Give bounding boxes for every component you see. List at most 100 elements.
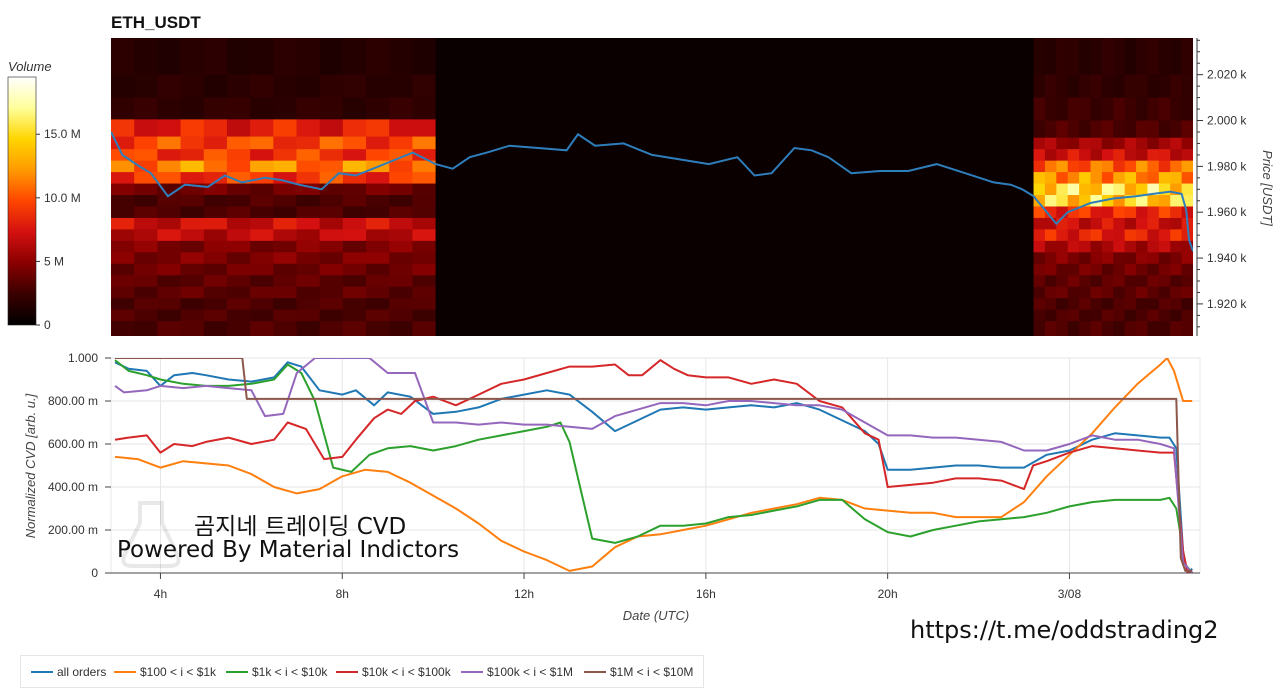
watermark-title: 곰지네 트레이딩 CVD xyxy=(194,514,407,540)
legend-item-1k-10k[interactable]: $1k < i < $10k xyxy=(226,665,327,679)
heatmap-cell xyxy=(1158,252,1171,265)
heatmap-cell xyxy=(1158,206,1171,219)
cvd-y-tick-label: 600.00 m xyxy=(48,437,98,451)
heatmap-cell xyxy=(1113,309,1126,322)
heatmap-cell xyxy=(157,119,182,138)
colorbar-tick-label: 5 M xyxy=(44,254,64,268)
heatmap-cell xyxy=(111,298,135,311)
cvd-x-axis-label: Date (UTC) xyxy=(623,608,689,623)
heatmap-cell xyxy=(319,97,344,120)
cvd-series xyxy=(114,358,1193,573)
heatmap-cell xyxy=(342,286,367,299)
heatmap-cell xyxy=(1090,309,1103,322)
heatmap-cell xyxy=(366,229,390,242)
heatmap-panel: 2.020 k 2.000 k 1.980 k 1.960 k 1.940 k 1.920… xyxy=(111,38,1275,336)
heatmap-cell xyxy=(1101,286,1114,299)
heatmap-cell xyxy=(1101,183,1114,196)
heatmap-cell xyxy=(250,217,274,230)
heatmap-cell xyxy=(1056,74,1069,99)
heatmap-cell xyxy=(1079,240,1091,253)
watermark-logo xyxy=(121,501,181,568)
heatmap-cell xyxy=(296,217,321,230)
heatmap-cell xyxy=(250,286,274,299)
heatmap-cell xyxy=(1113,206,1126,219)
heatmap-cell xyxy=(1090,298,1103,311)
heatmap-cell xyxy=(1181,229,1193,242)
heatmap-cell xyxy=(342,252,367,265)
heatmap-cell xyxy=(1181,172,1193,185)
legend-item-100-1k[interactable]: $100 < i < $1k xyxy=(114,665,216,679)
heatmap-cell xyxy=(180,38,205,76)
heatmap-cell xyxy=(134,263,158,276)
heatmap-cell xyxy=(1170,183,1183,196)
cvd-x-tick-label: 12h xyxy=(514,587,534,601)
heatmap-cell xyxy=(1101,120,1114,139)
heatmap-cell xyxy=(1079,286,1091,299)
legend-item-1m-10m[interactable]: $1M < i < $10M xyxy=(584,665,693,679)
heatmap-cell xyxy=(1113,298,1126,311)
heatmap-cell xyxy=(1044,240,1057,253)
heatmap-cell xyxy=(1044,120,1057,139)
heatmap-cell xyxy=(366,298,390,311)
heatmap-cell xyxy=(203,252,228,265)
heatmap-cell xyxy=(1101,263,1114,276)
heatmap-cell xyxy=(412,240,437,253)
heatmap-cell xyxy=(226,160,251,173)
heatmap-cell xyxy=(1044,183,1057,196)
heatmap-cell xyxy=(203,136,228,150)
heatmap-cell xyxy=(111,263,135,276)
heatmap-cell xyxy=(1124,298,1137,311)
legend-item-100k-1m[interactable]: $100k < i < $1M xyxy=(461,665,573,679)
heatmap-cell xyxy=(134,160,158,173)
telegram-link[interactable]: https://t.me/oddstrading2 xyxy=(910,616,1219,644)
heatmap-cell xyxy=(1136,38,1148,76)
heatmap-cell xyxy=(111,217,135,230)
heatmap-cell xyxy=(203,160,228,173)
heatmap-cell xyxy=(1067,275,1080,288)
heatmap-cell xyxy=(1033,309,1046,322)
heatmap-cell xyxy=(180,183,205,196)
cvd-series-line xyxy=(114,358,1193,573)
heatmap-cell xyxy=(342,119,367,138)
heatmap-cell xyxy=(1170,137,1183,150)
heatmap-cell xyxy=(157,172,182,185)
heatmap-cell xyxy=(296,321,321,336)
heatmap-cell xyxy=(1147,217,1160,230)
colorbar-ticks: 15.0 M 10.0 M 5 M 0 xyxy=(36,127,81,332)
heatmap-cell xyxy=(1113,38,1126,76)
heatmap-cell xyxy=(296,183,321,196)
heatmap-cell xyxy=(366,321,390,336)
heatmap-cell xyxy=(1090,229,1103,242)
cvd-x-axis: 4h 8h 12h 16h 20h 3/08 xyxy=(111,572,1200,601)
heatmap-cell xyxy=(296,149,321,162)
cvd-y-tick-label: 0 xyxy=(91,566,98,580)
heatmap-cell xyxy=(1124,137,1137,150)
heatmap-cell xyxy=(1079,309,1091,322)
heatmap-cell xyxy=(412,286,437,299)
heatmap-cell xyxy=(1056,252,1069,265)
heatmap-cell xyxy=(412,252,437,265)
heatmap-cell xyxy=(1079,206,1091,219)
heatmap-cell xyxy=(134,298,158,311)
heatmap-cell xyxy=(1113,286,1126,299)
heatmap-cell xyxy=(296,252,321,265)
heatmap-cell xyxy=(134,229,158,242)
heatmap-cell xyxy=(1033,149,1046,162)
heatmap-cell xyxy=(1044,137,1057,150)
heatmap-cell xyxy=(1044,298,1057,311)
heatmap-cell xyxy=(1124,309,1137,322)
heatmap-cell xyxy=(1136,298,1148,311)
legend-item-10k-100k[interactable]: $10k < i < $100k xyxy=(336,665,451,679)
heatmap-cell xyxy=(180,263,205,276)
heatmap-cell xyxy=(366,149,390,162)
heatmap-cell xyxy=(1170,263,1183,276)
legend-label: $10k < i < $100k xyxy=(362,665,451,679)
heatmap-cell xyxy=(1158,286,1171,299)
legend-item-all-orders[interactable]: all orders xyxy=(31,665,106,679)
heatmap-cell xyxy=(1090,172,1103,185)
heatmap-cell xyxy=(180,149,205,162)
heatmap-cell xyxy=(1181,286,1193,299)
heatmap-cell xyxy=(157,286,182,299)
heatmap-cell xyxy=(1056,263,1069,276)
heatmap-cell xyxy=(1113,74,1126,99)
